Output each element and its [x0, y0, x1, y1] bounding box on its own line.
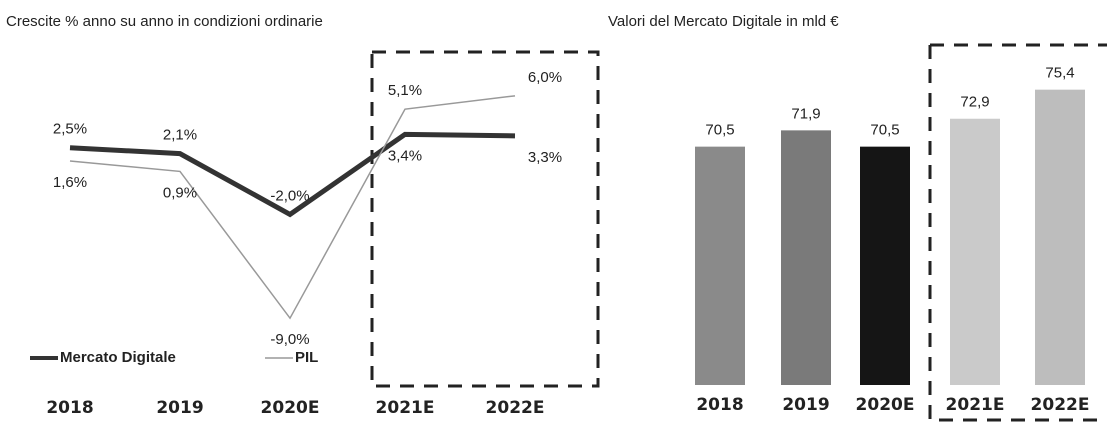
bar — [695, 146, 745, 385]
data-label: 6,0% — [528, 69, 562, 86]
legend-label: Mercato Digitale — [60, 349, 176, 366]
data-label: 71,9 — [791, 105, 820, 122]
data-label: 0,9% — [163, 184, 197, 201]
bar — [781, 130, 831, 385]
bar — [1035, 89, 1085, 385]
x-tick-label: 2021E — [376, 398, 435, 418]
data-label: 2,5% — [53, 121, 87, 138]
x-tick-label: 2021E — [946, 395, 1005, 415]
line — [69, 131, 516, 218]
data-label: 70,5 — [870, 122, 899, 139]
x-tick-label: 2020E — [856, 395, 915, 415]
x-tick-label: 2022E — [486, 398, 545, 418]
x-tick-label: 2018 — [46, 398, 93, 418]
x-tick-label: 2019 — [782, 395, 829, 415]
x-tick-label: 2019 — [156, 398, 203, 418]
data-label: -2,0% — [270, 187, 309, 204]
data-label: 70,5 — [705, 122, 734, 139]
data-label: -9,0% — [270, 331, 309, 348]
chart-title: Crescite % anno su anno in condizioni or… — [6, 13, 323, 30]
chart-title: Valori del Mercato Digitale in mld € — [608, 13, 839, 30]
x-tick-label: 2022E — [1031, 395, 1090, 415]
data-label: 2,1% — [163, 127, 197, 144]
data-label: 75,4 — [1045, 65, 1074, 82]
forecast-box — [370, 50, 600, 388]
data-label: 3,4% — [388, 147, 422, 164]
forecast-box — [928, 43, 1107, 422]
x-tick-label: 2020E — [261, 398, 320, 418]
bar — [860, 146, 910, 385]
data-label: 72,9 — [960, 94, 989, 111]
data-label: 3,3% — [528, 149, 562, 166]
bar — [950, 118, 1000, 385]
data-label: 1,6% — [53, 174, 87, 191]
line — [69, 95, 516, 320]
data-label: 5,1% — [388, 82, 422, 99]
x-tick-label: 2018 — [696, 395, 743, 415]
legend-label: PIL — [295, 349, 318, 366]
